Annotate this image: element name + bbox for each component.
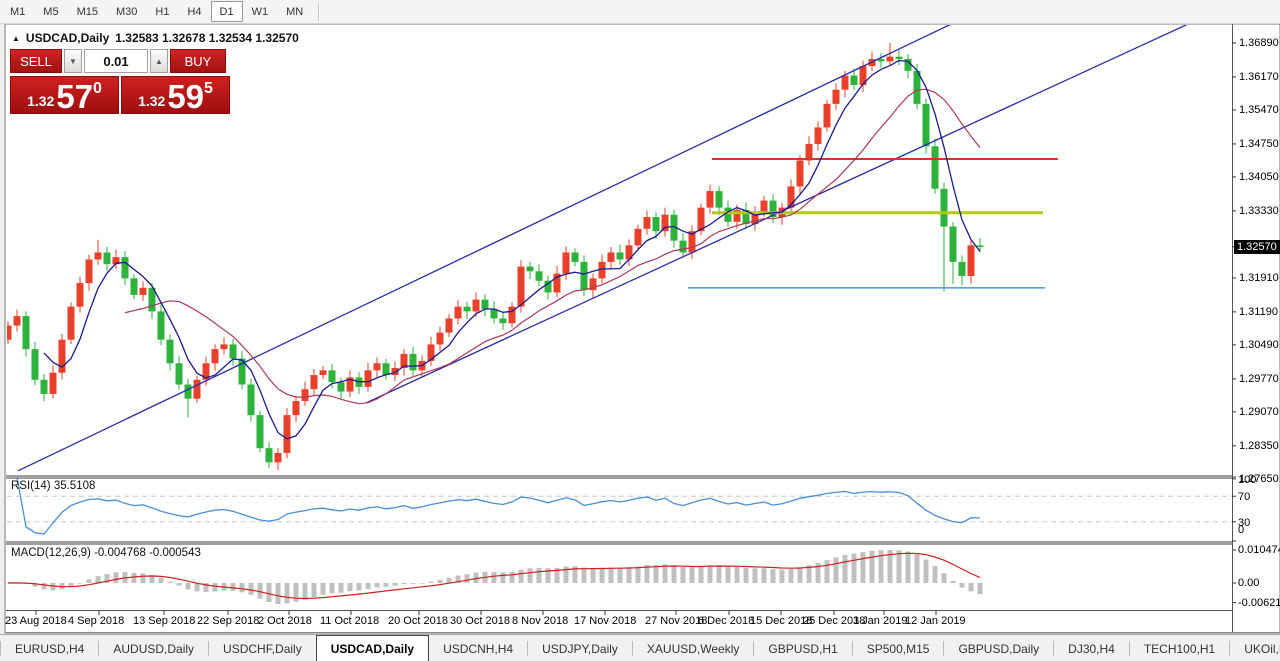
price-axis-label: 1.34050 [1239, 170, 1279, 183]
chart-tab-usdjpy[interactable]: USDJPY,Daily [542, 641, 618, 656]
chart-tab-eurusd[interactable]: EURUSD,H4 [15, 641, 85, 656]
rsi-indicator-label: RSI(14) 35.5108 [11, 480, 96, 492]
date-axis-label: 27 Nov 2018 [645, 615, 708, 627]
tab-separator [1053, 641, 1055, 656]
sell-button[interactable]: SELL [10, 49, 62, 73]
date-axis-label: 17 Nov 2018 [574, 615, 637, 627]
toolbar-separator [318, 2, 321, 21]
rsi-axis-label: 30 [1238, 516, 1251, 529]
tab-bar-edge [0, 641, 1, 656]
chart-tab-tech100[interactable]: TECH100,H1 [1143, 641, 1216, 656]
chart-tab-usdcnh[interactable]: USDCNH,H4 [443, 641, 514, 656]
timeframe-button-d1[interactable]: D1 [210, 1, 243, 22]
price-axis-label: 1.29770 [1239, 372, 1279, 385]
date-axis-label: 30 Oct 2018 [450, 615, 510, 627]
current-price-tag: 1.32570 [1234, 239, 1280, 254]
date-axis-label: 20 Oct 2018 [388, 615, 448, 627]
price-axis-label: 1.29070 [1239, 405, 1279, 418]
timeframe-button-h4[interactable]: H4 [187, 5, 202, 18]
macd-axis-label: 0.010474 [1238, 544, 1280, 556]
price-axis-label: 1.34750 [1239, 137, 1279, 150]
volume-increase-button[interactable]: ▲ [150, 49, 168, 73]
chart-tab-bar: EURUSD,H4 AUDUSD,Daily USDCHF,Daily USDCAD,… [0, 634, 1280, 661]
date-axis-label: 22 Sep 2018 [197, 615, 260, 627]
tab-separator [851, 641, 853, 656]
chart-tab-sp500[interactable]: SP500,M15 [866, 641, 930, 656]
chart-tab-gbpusd[interactable]: GBPUSD,H1 [768, 641, 838, 656]
tab-separator [943, 641, 945, 656]
tab-separator [1128, 641, 1130, 656]
timeframe-button-m1[interactable]: M1 [10, 5, 26, 18]
price-axis-label: 1.31190 [1239, 305, 1278, 318]
sell-price-display[interactable]: 1.32 57 0 [10, 76, 119, 114]
volume-decrease-button[interactable]: ▼ [64, 49, 82, 73]
timeframe-toolbar: M1 M5 M15 M30 H1 H4 D1 W1 MN [0, 0, 1280, 24]
collapse-triangle-icon[interactable]: ▲ [12, 33, 20, 43]
tab-separator [1229, 641, 1231, 656]
date-axis-label: 11 Oct 2018 [320, 615, 380, 627]
rsi-axis-label: 0 [1238, 524, 1245, 536]
macd-axis-label: -0.006218 [1238, 596, 1280, 609]
price-axis-label: 1.31910 [1239, 271, 1279, 284]
sell-price-big: 57 [56, 77, 94, 115]
buy-price-base: 1.32 [138, 93, 166, 109]
timeframe-button-m15[interactable]: M15 [76, 5, 98, 18]
price-axis-label: 1.35470 [1239, 103, 1279, 116]
timeframe-button-w1[interactable]: W1 [251, 5, 269, 18]
sell-price-sup: 0 [93, 80, 102, 97]
macd-indicator-label: MACD(12,26,9) -0.004768 -0.000543 [11, 547, 201, 559]
date-axis-label: 23 Aug 2018 [5, 615, 67, 627]
timeframe-button-mn[interactable]: MN [286, 5, 304, 18]
tab-separator [753, 641, 755, 656]
chart-tab-usdcad[interactable]: USDCAD,Daily [315, 635, 430, 661]
price-axis-label: 1.36170 [1239, 70, 1279, 83]
date-axis-label: 8 Nov 2018 [512, 615, 569, 627]
sell-price-base: 1.32 [27, 93, 55, 109]
chart-tab-ukoil[interactable]: UKOil,H1 [1244, 641, 1280, 656]
chart-tab-audusd[interactable]: AUDUSD,Daily [113, 641, 195, 656]
buy-price-big: 59 [167, 77, 205, 115]
date-axis-label: 12 Jan 2019 [905, 615, 966, 627]
date-axis-label: 6 Dec 2018 [698, 615, 755, 627]
date-axis-label: 13 Sep 2018 [133, 615, 196, 627]
one-click-trading-panel: SELL ▼ 0.01 ▲ BUY 1.32 57 0 1.32 59 5 [10, 49, 234, 114]
date-axis-label: 2 Oct 2018 [258, 615, 312, 627]
chart-ohlc-values: 1.32583 1.32678 1.32534 1.32570 [115, 31, 299, 45]
price-axis-label: 1.33330 [1239, 204, 1279, 217]
price-axis-label: 1.30490 [1239, 338, 1279, 351]
chart-tab-gbpusd[interactable]: GBPUSD,Daily [958, 641, 1040, 656]
price-axis-label: 1.27650 [1239, 472, 1279, 485]
date-axis-label: 15 Dec 2018 [750, 615, 813, 627]
buy-price-display[interactable]: 1.32 59 5 [121, 76, 230, 114]
tab-separator [631, 641, 633, 656]
date-axis-label: 25 Dec 2018 [803, 615, 866, 627]
chart-header: ▲ USDCAD,Daily 1.32583 1.32678 1.32534 1… [12, 31, 299, 45]
timeframe-button-m5[interactable]: M5 [43, 5, 59, 18]
chart-tab-dj30[interactable]: DJ30,H4 [1068, 641, 1115, 656]
chart-tab-xauusd[interactable]: XAUUSD,Weekly [646, 641, 740, 656]
timeframe-button-m30[interactable]: M30 [115, 5, 138, 18]
date-axis-label: 4 Sep 2018 [68, 615, 125, 627]
chart-symbol-label: USDCAD,Daily [25, 31, 110, 45]
date-axis-label: 3 Jan 2019 [853, 615, 908, 627]
up-arrow-icon: ▲ [155, 56, 163, 66]
buy-button[interactable]: BUY [170, 49, 226, 73]
price-axis-label: 1.28350 [1239, 439, 1279, 452]
tab-separator [98, 641, 100, 656]
down-arrow-icon: ▼ [69, 56, 77, 66]
timeframe-button-h1[interactable]: H1 [155, 5, 170, 18]
volume-input[interactable]: 0.01 [84, 49, 148, 73]
buy-price-sup: 5 [204, 80, 213, 97]
rsi-axis-label: 70 [1238, 491, 1251, 504]
price-axis-label: 1.36890 [1239, 37, 1279, 49]
macd-axis-label: 0.00 [1238, 577, 1260, 589]
tab-separator [208, 641, 210, 656]
tab-separator [527, 641, 529, 656]
chart-tab-usdchf[interactable]: USDCHF,Daily [223, 641, 302, 656]
rsi-axis-label: 100 [1238, 474, 1257, 486]
